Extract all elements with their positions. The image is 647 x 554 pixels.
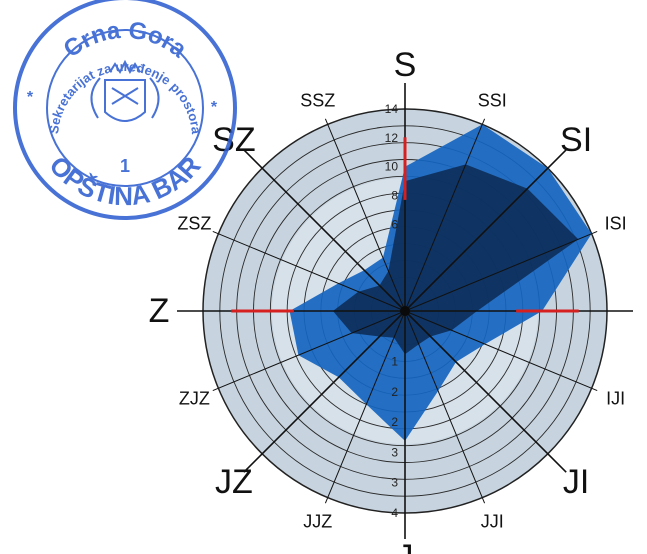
spoke-isi xyxy=(404,230,598,312)
direction-label-s: S xyxy=(394,46,417,84)
tick-label-south: 2 xyxy=(391,415,398,429)
tick-label-south: 3 xyxy=(391,476,398,490)
stamp-star-right: * xyxy=(211,99,218,116)
wind-rose: SSSISIISIIIJIJIJJIJJJZJZZJZZZSZSZSSZ 141… xyxy=(149,46,647,554)
tick-label-north: 12 xyxy=(385,131,399,145)
tick-label-north: 14 xyxy=(385,102,399,116)
spoke-jjz xyxy=(324,310,406,504)
spoke-si xyxy=(404,149,567,312)
direction-label-ji: JI xyxy=(563,463,589,501)
stamp-top-text: Crna Gora xyxy=(59,17,192,64)
center-point xyxy=(400,306,410,316)
spoke-iji xyxy=(404,310,598,392)
direction-label-zsz: ZSZ xyxy=(177,214,211,234)
tick-label-north: 6 xyxy=(391,217,398,231)
direction-label-isi: ISI xyxy=(605,214,627,234)
direction-label-si: SI xyxy=(560,121,592,159)
direction-label-jji: JJI xyxy=(481,512,504,532)
coat-of-arms-emblem xyxy=(90,59,160,122)
spoke-sz xyxy=(243,149,406,312)
stamp-star-left: * xyxy=(27,89,34,106)
spoke-zjz xyxy=(212,310,406,392)
spoke-jji xyxy=(404,310,486,504)
stamp-number: 1 xyxy=(120,156,130,176)
spoke-ssz xyxy=(324,118,406,312)
tick-label-north: 10 xyxy=(385,160,399,174)
spoke-zsz xyxy=(212,230,406,312)
stamp-outer-ring xyxy=(13,0,237,220)
official-stamp: Crna Gora Sekretarijat za uređenje prost… xyxy=(13,0,237,220)
direction-label-jz: JZ xyxy=(215,463,253,501)
tick-label-south: 4 xyxy=(391,506,398,520)
tick-label-south: 2 xyxy=(391,385,398,399)
tick-label-south: 3 xyxy=(391,445,398,459)
direction-labels: SSSISIISIIIJIJIJJIJJJZJZZJZZZSZSZSSZ xyxy=(149,46,647,554)
direction-label-zjz: ZJZ xyxy=(179,388,210,408)
direction-label-j: J xyxy=(397,538,414,554)
direction-label-ssi: SSI xyxy=(478,90,507,110)
stamp-inner-ring xyxy=(46,29,204,187)
tick-label-north: 8 xyxy=(391,189,398,203)
spoke-jz xyxy=(243,310,406,473)
direction-label-jjz: JJZ xyxy=(303,512,332,532)
direction-label-ssz: SSZ xyxy=(300,90,335,110)
direction-label-iji: IJI xyxy=(606,388,625,408)
spoke-ssi xyxy=(404,118,486,312)
spoke-ji xyxy=(404,310,567,473)
tick-label-south: 1 xyxy=(391,355,398,369)
red-axis-marks xyxy=(231,137,579,313)
svg-text:Crna Gora: Crna Gora xyxy=(59,17,192,64)
direction-label-z: Z xyxy=(149,292,170,330)
